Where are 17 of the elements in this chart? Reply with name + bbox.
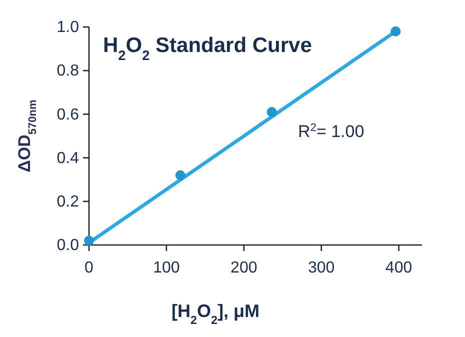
x-tick-label: 0 (84, 259, 94, 276)
x-tick-label: 300 (308, 259, 335, 276)
y-tick-label: 0.2 (56, 194, 80, 211)
annotation: R$^{2}$= 1.00 (298, 122, 364, 141)
x-tick-label: 400 (385, 259, 412, 276)
y-tick-label: 0.8 (56, 62, 80, 80)
y-tick-label: 0.0 (56, 237, 80, 254)
y-tick-label: 1.0 (56, 19, 80, 36)
y-tick-label: 0.6 (56, 106, 80, 124)
point (266, 107, 277, 118)
x-tick-label: 100 (153, 259, 180, 276)
point (175, 170, 186, 180)
point (390, 26, 401, 36)
x-axis-title: [H$_{2}$O$_{2}$], μM (171, 301, 260, 326)
y-tick-label: 0.4 (56, 150, 80, 167)
x-tick-label: 200 (230, 259, 258, 276)
text: H$_{2}$O$_{2}$ Standard Curve (103, 34, 312, 62)
